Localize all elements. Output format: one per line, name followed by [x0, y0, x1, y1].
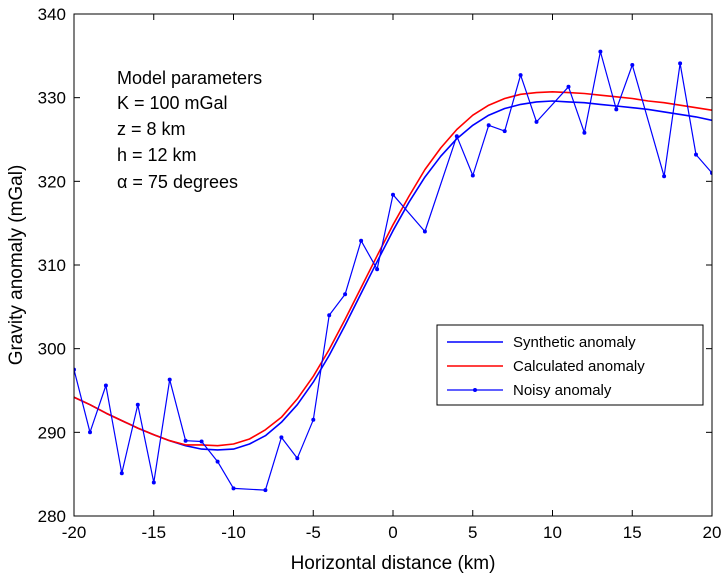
y-tick-label: 340: [38, 5, 66, 24]
data-point-noisy-anomaly: [327, 313, 332, 318]
data-point-noisy-anomaly: [534, 119, 539, 124]
data-point-noisy-anomaly: [391, 192, 395, 197]
data-point-noisy-anomaly: [502, 129, 507, 134]
legend-label-calculated: Calculated anomaly: [513, 358, 645, 375]
x-tick-label: 15: [623, 523, 642, 542]
series-line-calculated-anomaly: [74, 91, 712, 447]
y-tick-label: 320: [38, 172, 66, 191]
plot-series-group: [74, 49, 712, 493]
series-line-noisy-anomaly: [74, 50, 712, 491]
data-point-noisy-anomaly: [151, 480, 156, 485]
data-point-noisy-anomaly: [614, 107, 619, 112]
data-point-noisy-anomaly: [231, 486, 236, 491]
data-point-noisy-anomaly: [343, 292, 348, 297]
data-point-noisy-anomaly: [518, 73, 523, 78]
legend-box: [436, 324, 704, 406]
x-tick-label: 20: [703, 523, 722, 542]
legend-marker-noisy: [473, 388, 477, 392]
data-point-noisy-anomaly: [678, 61, 683, 66]
x-axis-label: Horizontal distance (km): [291, 553, 496, 574]
data-point-noisy-anomaly: [311, 417, 316, 422]
data-point-noisy-anomaly: [103, 383, 108, 388]
data-point-noisy-anomaly: [662, 174, 667, 179]
x-tick-label: -15: [141, 523, 166, 542]
data-point-noisy-anomaly: [295, 456, 300, 461]
data-point-noisy-anomaly: [279, 435, 284, 440]
y-tick-label: 290: [38, 423, 66, 442]
legend-label-synthetic: Synthetic anomaly: [513, 334, 636, 351]
x-tick-label: 10: [543, 523, 562, 542]
data-point-noisy-anomaly: [694, 152, 698, 157]
annotation-line-z: z = 8 km: [117, 119, 186, 139]
data-point-noisy-anomaly: [183, 438, 188, 443]
data-point-noisy-anomaly: [598, 49, 603, 54]
data-point-noisy-anomaly: [199, 439, 204, 444]
y-tick-label: 280: [38, 507, 66, 526]
y-axis-label: Gravity anomaly (mGal): [6, 165, 27, 366]
annotation-line-alpha: α = 75 degrees: [117, 172, 238, 192]
data-point-noisy-anomaly: [359, 238, 364, 243]
annotation-line-h: h = 12 km: [117, 145, 197, 165]
data-point-noisy-anomaly: [119, 471, 124, 476]
x-tick-label: -5: [306, 523, 321, 542]
data-point-noisy-anomaly: [630, 63, 635, 67]
y-tick-label: 300: [38, 340, 66, 359]
data-point-noisy-anomaly: [263, 488, 268, 493]
data-point-noisy-anomaly: [135, 402, 140, 407]
data-point-noisy-anomaly: [486, 123, 491, 128]
data-point-noisy-anomaly: [215, 459, 220, 464]
annotation-line-k: K = 100 mGal: [117, 93, 228, 113]
y-tick-label: 330: [38, 89, 66, 108]
x-tick-label: -20: [62, 523, 87, 542]
legend: Synthetic anomaly Calculated anomaly Noi…: [436, 324, 704, 406]
x-tick-label: -10: [221, 523, 246, 542]
tick-group: -20 -15 -10 -5 0 5 10 15 20 280 290 300 310 320 330 340: [38, 5, 722, 542]
data-point-noisy-anomaly: [582, 130, 587, 135]
data-point-noisy-anomaly: [566, 84, 571, 89]
data-point-noisy-anomaly: [454, 134, 459, 139]
y-tick-label: 310: [38, 256, 66, 275]
x-tick-label: 0: [388, 523, 397, 542]
annotation-heading: Model parameters: [117, 68, 262, 88]
data-point-noisy-anomaly: [167, 377, 172, 382]
legend-label-noisy: Noisy anomaly: [513, 382, 612, 399]
data-point-noisy-anomaly: [470, 173, 475, 178]
x-tick-label: 5: [468, 523, 477, 542]
data-point-noisy-anomaly: [88, 430, 92, 435]
model-parameters-annotation: Model parameters K = 100 mGal z = 8 km h…: [117, 68, 262, 192]
data-point-noisy-anomaly: [422, 229, 427, 234]
data-point-noisy-anomaly: [375, 267, 380, 272]
